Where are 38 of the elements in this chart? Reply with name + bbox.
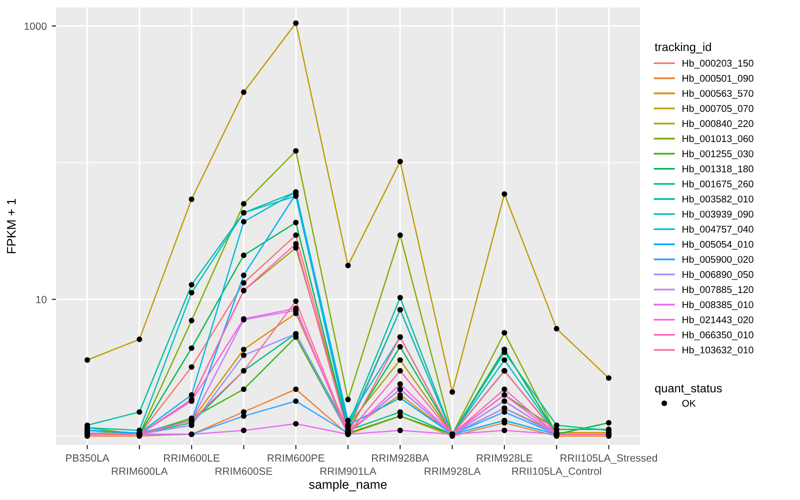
x-tick-label: RRIM600LE [164, 454, 220, 462]
x-tick-label: RRIM600LA [112, 467, 168, 475]
legend-label: Hb_005900_020 [682, 256, 754, 265]
legend-label: Hb_007885_120 [682, 286, 754, 295]
legend-label: Hb_021443_020 [682, 316, 754, 326]
legend-label: Hb_001675_260 [682, 180, 754, 190]
legend-label: Hb_066350_010 [682, 331, 754, 340]
x-tick-label: RRIM928LA [424, 467, 481, 475]
legend-label: Hb_000840_220 [682, 120, 754, 129]
text: quant_status [655, 384, 722, 395]
y-axis-title: FPKM + 1 [7, 198, 16, 254]
legend-label: Hb_001318_180 [682, 165, 754, 174]
legend-label: Hb_001255_030 [682, 150, 754, 160]
x-tick-label: RRIM928BA [372, 454, 430, 462]
x-axis-title: sample_name [309, 480, 387, 492]
legend-label: Hb_008385_010 [682, 300, 754, 310]
legend-label: Hb_004757_040 [682, 226, 754, 235]
y-tick-label: 1000 [24, 22, 47, 30]
legend-label: Hb_000705_070 [682, 104, 754, 114]
x-tick-label: RRII105LA_Stressed [560, 454, 657, 464]
legend-label: Hb_003582_010 [682, 195, 754, 204]
x-tick-label: RRII105LA_Control [512, 467, 602, 477]
legend-label: Hb_000563_570 [682, 90, 754, 99]
x-tick-label: PB350LA [66, 454, 110, 462]
x-tick-label: RRIM928LE [476, 454, 532, 462]
x-tick-label: RRIM901LA [320, 467, 376, 475]
legend-label: Hb_005054_010 [682, 240, 754, 250]
legend-label: Hb_000203_150 [682, 60, 754, 69]
x-tick-label: RRIM600PE [268, 454, 324, 462]
legend-label: Hb_001013_060 [682, 134, 754, 144]
y-tick-label: 10 [36, 296, 47, 304]
text: OK [682, 400, 696, 407]
legend-label: Hb_003939_090 [682, 210, 754, 220]
legend-title: tracking_id [654, 42, 711, 54]
legend-label: Hb_006890_050 [682, 270, 754, 280]
legend-label: Hb_000501_090 [682, 74, 754, 84]
legend-label: Hb_103632_010 [682, 346, 754, 356]
x-tick-label: RRIM600SE [216, 467, 272, 475]
